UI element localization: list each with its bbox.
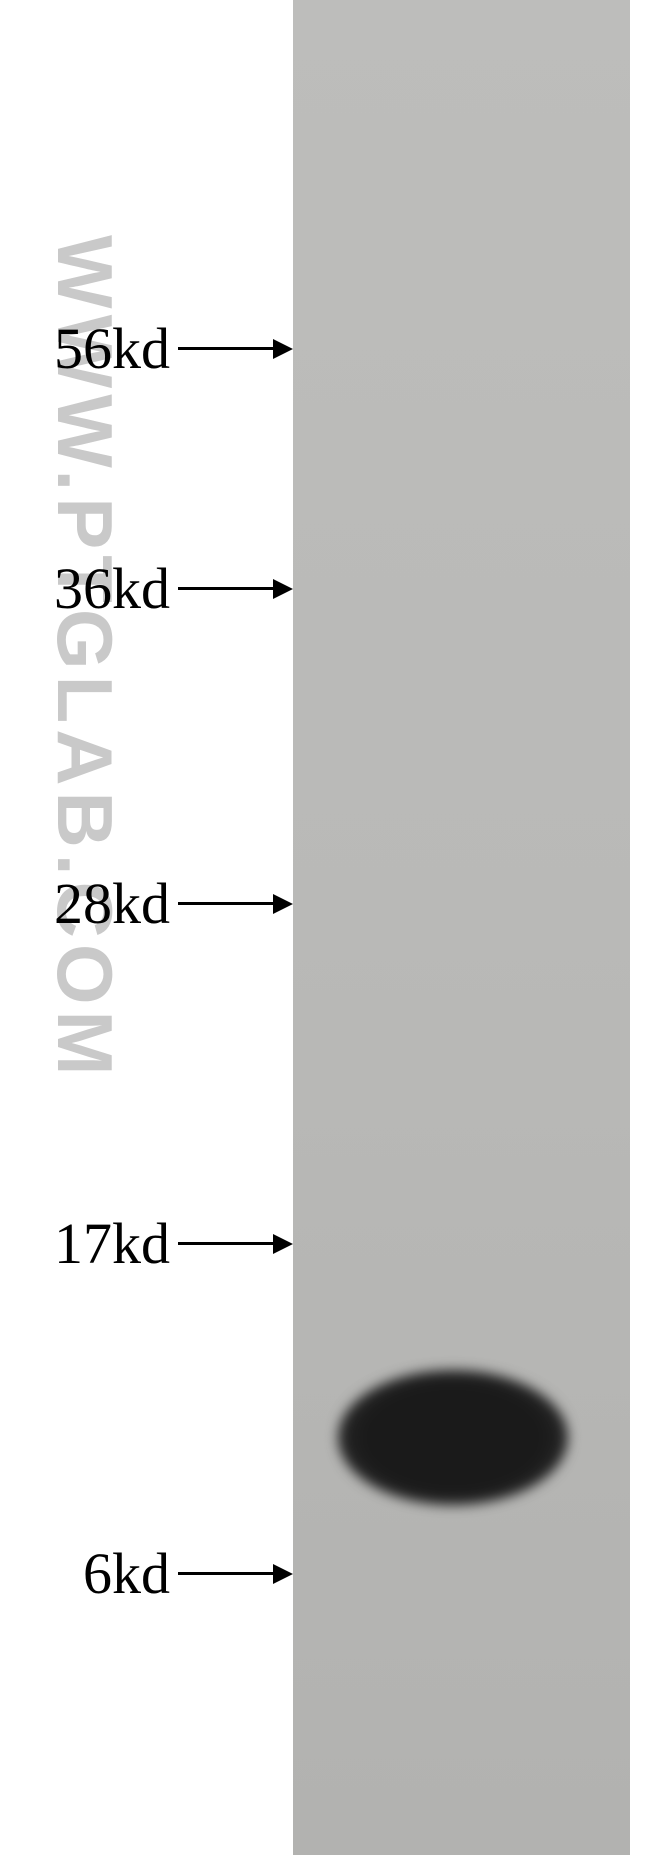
blot-lane [293,0,630,1855]
marker-label: 6kd [0,1540,170,1607]
marker-row: 6kd [0,1540,293,1607]
arrow-right-icon [178,1234,293,1254]
marker-label: 56kd [0,315,170,382]
marker-label: 17kd [0,1210,170,1277]
marker-row: 36kd [0,555,293,622]
protein-band [338,1370,568,1505]
arrow-right-icon [178,1564,293,1584]
marker-label: 28kd [0,870,170,937]
marker-label: 36kd [0,555,170,622]
arrow-right-icon [178,579,293,599]
arrow-right-icon [178,339,293,359]
figure-container: WWW.PTGLAB.COM 56kd36kd28kd17kd6kd [0,0,650,1855]
marker-row: 56kd [0,315,293,382]
marker-row: 17kd [0,1210,293,1277]
arrow-right-icon [178,894,293,914]
marker-row: 28kd [0,870,293,937]
